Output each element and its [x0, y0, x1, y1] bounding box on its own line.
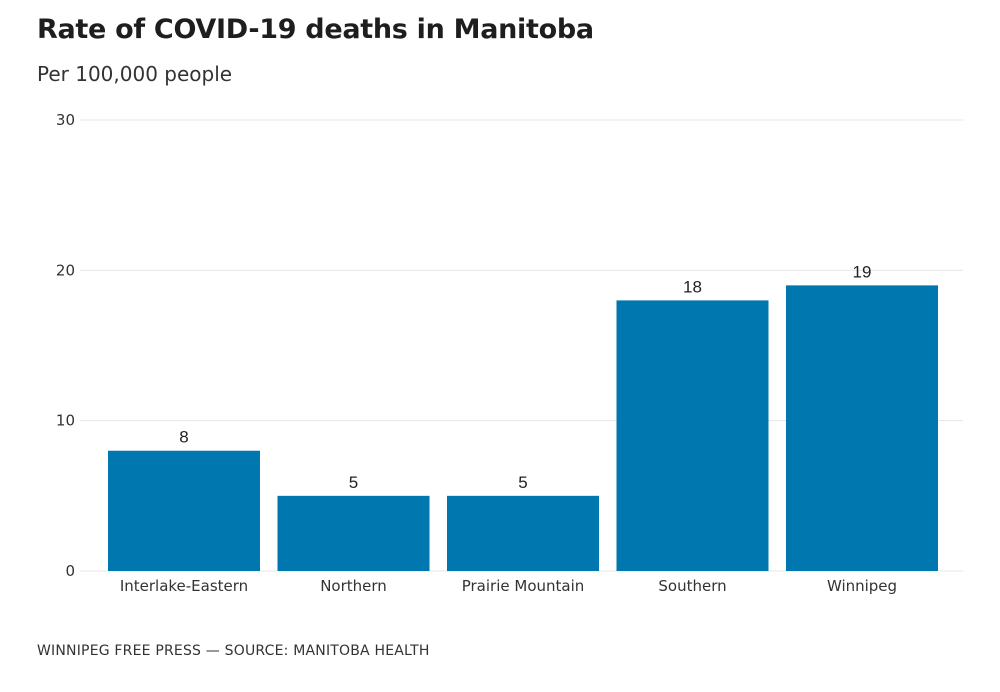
- bar-prairie-mountain: [447, 495, 599, 571]
- data-label-northern: 5: [349, 473, 358, 492]
- x-axis-categories: Interlake-Eastern Northern Prairie Mountai…: [120, 577, 897, 595]
- category-label-interlake-eastern: Interlake-Eastern: [120, 577, 248, 595]
- data-label-winnipeg: 19: [853, 262, 872, 281]
- source-credit: WINNIPEG FREE PRESS — SOURCE: MANITOBA H…: [37, 643, 430, 659]
- y-tick-label-30: 30: [56, 111, 75, 129]
- chart-subtitle: Per 100,000 people: [37, 62, 233, 86]
- y-axis-ticks: 0 10 20 30: [56, 111, 75, 580]
- bar-southern: [616, 300, 769, 571]
- data-label-interlake-eastern: 8: [179, 428, 188, 447]
- category-label-northern: Northern: [320, 577, 387, 595]
- data-label-prairie-mountain: 5: [518, 473, 527, 492]
- y-tick-label-20: 20: [56, 261, 75, 279]
- chart-title: Rate of COVID-19 deaths in Manitoba: [37, 14, 594, 45]
- y-tick-label-10: 10: [56, 412, 75, 430]
- data-label-southern: 18: [683, 277, 702, 296]
- bar-winnipeg: [786, 285, 938, 571]
- bars: [108, 285, 938, 571]
- bar-interlake-eastern: [108, 450, 260, 571]
- y-tick-label-0: 0: [65, 562, 75, 580]
- category-label-winnipeg: Winnipeg: [827, 577, 897, 595]
- bar-northern: [277, 495, 430, 571]
- category-label-prairie-mountain: Prairie Mountain: [462, 577, 585, 595]
- category-label-southern: Southern: [658, 577, 726, 595]
- data-labels: 8 5 5 18 19: [179, 262, 871, 491]
